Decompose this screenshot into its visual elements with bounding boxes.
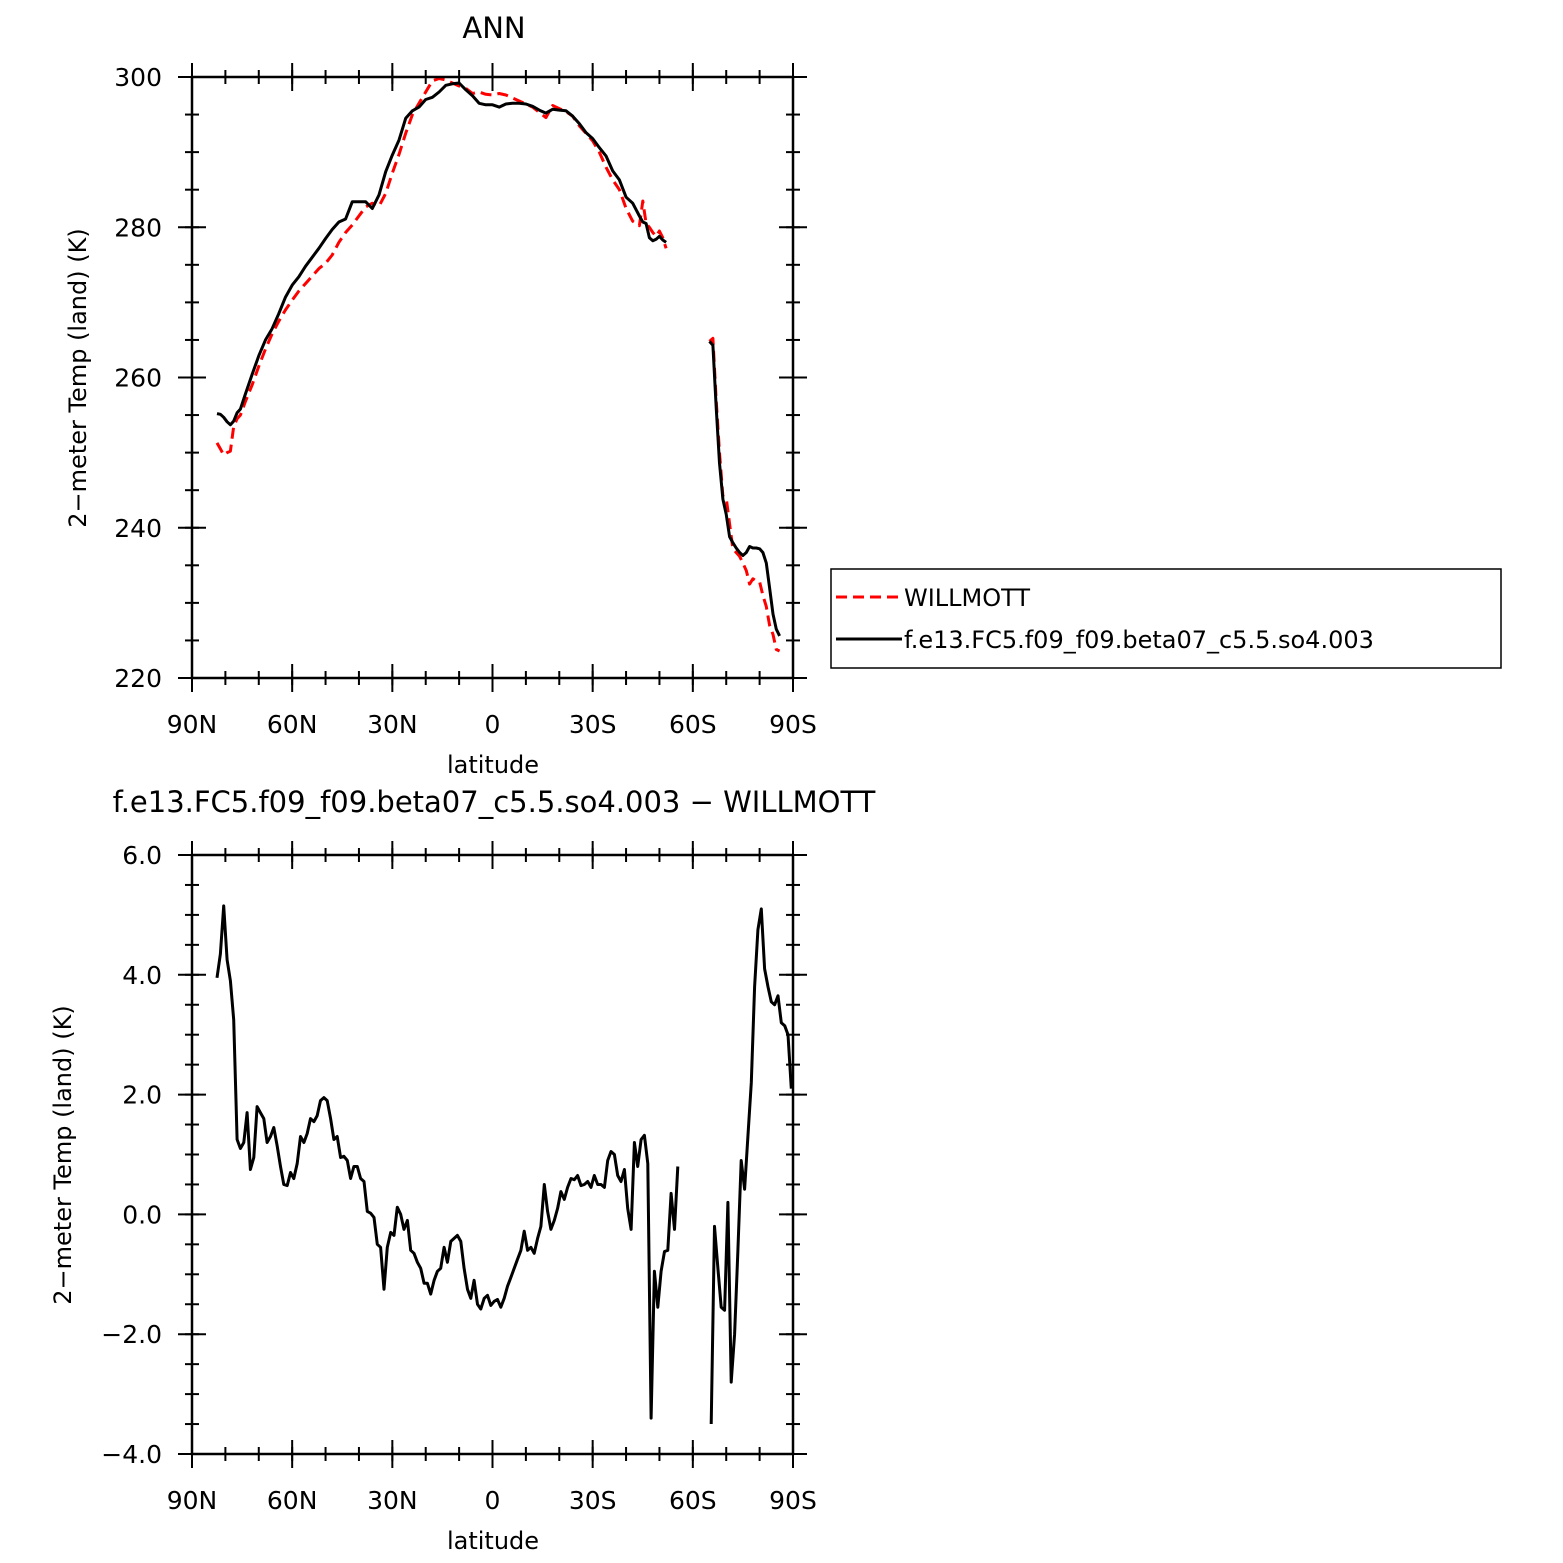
x-tick-label: 90N xyxy=(167,1486,218,1515)
y-tick-label: −2.0 xyxy=(101,1320,162,1349)
x-tick-label: 0 xyxy=(485,1486,501,1515)
x-axis-label: latitude xyxy=(447,751,539,779)
x-tick-label: 60N xyxy=(267,710,318,739)
series-line-0-segment-0 xyxy=(215,904,680,1420)
y-axis-label: 2−meter Temp (land) (K) xyxy=(64,228,92,527)
chart-title: ANN xyxy=(462,11,525,45)
series-lines xyxy=(215,77,781,653)
plot-frame xyxy=(190,75,795,680)
tick-marks xyxy=(178,63,807,692)
difference-chart: f.e13.FC5.f09_f09.beta07_c5.5.so4.003 − … xyxy=(49,785,876,1555)
x-tick-label: 30N xyxy=(367,1486,418,1515)
y-axis-label: 2−meter Temp (land) (K) xyxy=(49,1005,77,1304)
x-tick-label: 90N xyxy=(167,710,218,739)
series-line-0-segment-0 xyxy=(215,77,668,457)
x-tick-label: 60S xyxy=(669,710,717,739)
x-tick-label: 30S xyxy=(569,1486,617,1515)
x-axis-label: latitude xyxy=(447,1527,539,1555)
legend-label-model: f.e13.FC5.f09_f09.beta07_c5.5.so4.003 xyxy=(904,626,1374,654)
y-tick-label: 260 xyxy=(114,364,162,393)
x-tick-labels: 90N 60N 30N 0 30S 60S 90S xyxy=(167,710,817,739)
legend: WILLMOTT f.e13.FC5.f09_f09.beta07_c5.5.s… xyxy=(830,568,1502,669)
y-tick-label: 280 xyxy=(114,213,162,242)
x-tick-label: 30N xyxy=(367,710,418,739)
y-tick-labels: 220 240 260 280 300 xyxy=(114,63,162,693)
x-tick-label: 90S xyxy=(769,710,817,739)
legend-box xyxy=(830,568,1502,669)
x-tick-label: 60N xyxy=(267,1486,318,1515)
y-tick-label: 240 xyxy=(114,514,162,543)
plot-frame xyxy=(190,853,795,1456)
series-line-1-segment-0 xyxy=(216,81,667,427)
chart-title: f.e13.FC5.f09_f09.beta07_c5.5.so4.003 − … xyxy=(113,785,876,819)
legend-label-willmott: WILLMOTT xyxy=(904,584,1030,612)
x-tick-label: 30S xyxy=(569,710,617,739)
series-line-0-segment-1 xyxy=(709,907,793,1425)
x-tick-label: 60S xyxy=(669,1486,717,1515)
series-lines xyxy=(215,904,793,1425)
x-tick-labels: 90N 60N 30N 0 30S 60S 90S xyxy=(167,1486,817,1515)
y-tick-label: 6.0 xyxy=(122,841,162,870)
y-tick-label: −4.0 xyxy=(101,1440,162,1469)
x-tick-label: 0 xyxy=(485,710,501,739)
y-tick-labels: −4.0 −2.0 0.0 2.0 4.0 6.0 xyxy=(101,841,162,1469)
y-tick-label: 300 xyxy=(114,63,162,92)
series-line-1-segment-1 xyxy=(708,340,781,637)
y-tick-label: 4.0 xyxy=(122,961,162,990)
y-tick-label: 2.0 xyxy=(122,1081,162,1110)
x-tick-label: 90S xyxy=(769,1486,817,1515)
y-tick-label: 0.0 xyxy=(122,1200,162,1229)
y-tick-label: 220 xyxy=(114,664,162,693)
series-line-0-segment-1 xyxy=(708,336,781,653)
